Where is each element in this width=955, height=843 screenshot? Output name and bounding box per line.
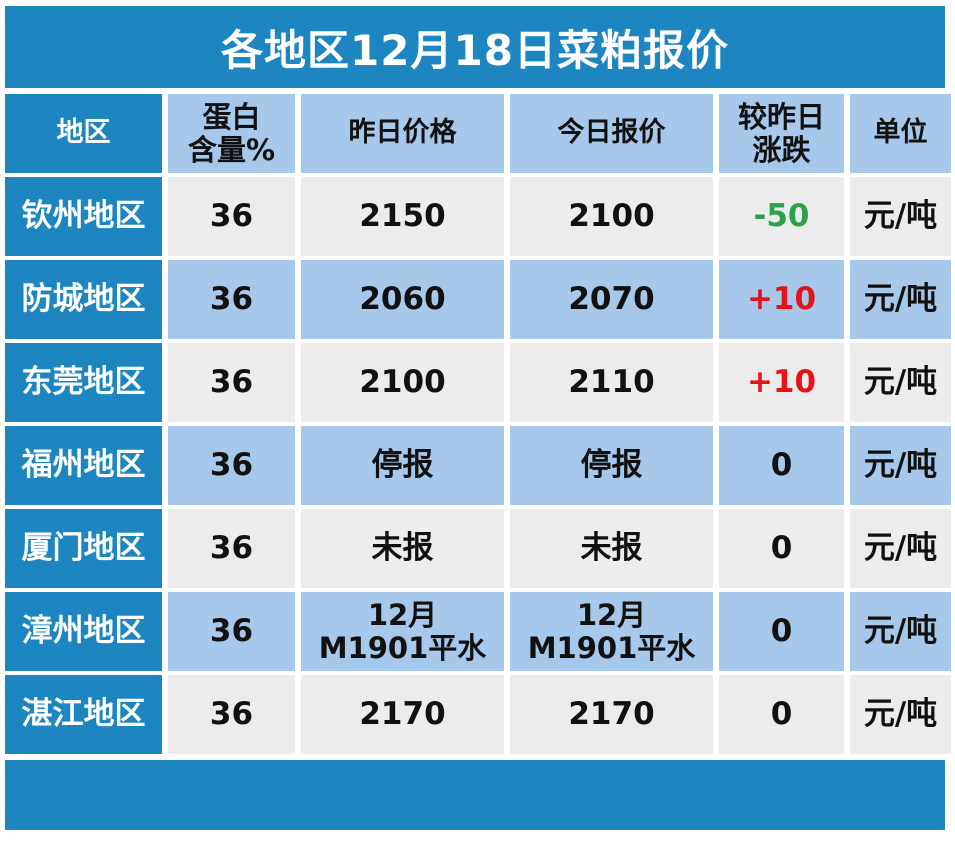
header-region: 地区 — [5, 94, 162, 173]
protein-cell: 36 — [168, 260, 295, 339]
today-price-cell: 2070 — [510, 260, 713, 339]
today-price-cell: 停报 — [510, 426, 713, 505]
header-change-line2: 涨跌 — [752, 132, 811, 167]
header-protein-line1: 蛋白 — [202, 100, 261, 135]
yesterday-price-line1: 12月 — [367, 598, 438, 633]
unit-cell: 元/吨 — [850, 177, 951, 256]
today-price-line2: M1901平水 — [527, 630, 696, 665]
today-price-cell: 2100 — [510, 177, 713, 256]
region-cell: 湛江地区 — [5, 675, 162, 754]
region-cell: 东莞地区 — [5, 343, 162, 422]
unit-cell: 元/吨 — [850, 675, 951, 754]
today-price-cell: 12月 M1901平水 — [510, 592, 713, 671]
region-cell: 漳州地区 — [5, 592, 162, 671]
price-table: 地区 蛋白 含量% 昨日价格 今日报价 较昨日 涨跌 单位 钦州地区 36 21… — [5, 94, 951, 754]
change-cell: +10 — [719, 343, 844, 422]
footer-bar — [5, 760, 945, 830]
region-cell: 厦门地区 — [5, 509, 162, 588]
header-protein: 蛋白 含量% — [168, 94, 295, 173]
header-change: 较昨日 涨跌 — [719, 94, 844, 173]
header-change-line1: 较昨日 — [737, 100, 825, 135]
yesterday-price-cell: 2060 — [301, 260, 504, 339]
page-title: 各地区12月18日菜粕报价 — [5, 6, 945, 88]
unit-cell: 元/吨 — [850, 343, 951, 422]
header-yesterday: 昨日价格 — [301, 94, 504, 173]
protein-cell: 36 — [168, 426, 295, 505]
yesterday-price-cell: 12月 M1901平水 — [301, 592, 504, 671]
today-price-cell: 2170 — [510, 675, 713, 754]
change-cell: 0 — [719, 509, 844, 588]
region-cell: 防城地区 — [5, 260, 162, 339]
yesterday-price-cell: 2150 — [301, 177, 504, 256]
change-cell: 0 — [719, 426, 844, 505]
unit-cell: 元/吨 — [850, 426, 951, 505]
protein-cell: 36 — [168, 177, 295, 256]
today-price-cell: 未报 — [510, 509, 713, 588]
protein-cell: 36 — [168, 675, 295, 754]
yesterday-price-cell: 停报 — [301, 426, 504, 505]
change-cell: -50 — [719, 177, 844, 256]
yesterday-price-cell: 2170 — [301, 675, 504, 754]
protein-cell: 36 — [168, 592, 295, 671]
yesterday-price-cell: 2100 — [301, 343, 504, 422]
price-table-container: 各地区12月18日菜粕报价 地区 蛋白 含量% 昨日价格 今日报价 较昨日 涨跌… — [5, 6, 951, 830]
unit-cell: 元/吨 — [850, 592, 951, 671]
change-cell: 0 — [719, 675, 844, 754]
protein-cell: 36 — [168, 509, 295, 588]
header-today: 今日报价 — [510, 94, 713, 173]
unit-cell: 元/吨 — [850, 260, 951, 339]
yesterday-price-cell: 未报 — [301, 509, 504, 588]
today-price-line1: 12月 — [576, 598, 647, 633]
unit-cell: 元/吨 — [850, 509, 951, 588]
region-cell: 钦州地区 — [5, 177, 162, 256]
change-cell: 0 — [719, 592, 844, 671]
change-cell: +10 — [719, 260, 844, 339]
header-unit: 单位 — [850, 94, 951, 173]
header-protein-line2: 含量% — [187, 132, 276, 167]
protein-cell: 36 — [168, 343, 295, 422]
yesterday-price-line2: M1901平水 — [318, 630, 487, 665]
today-price-cell: 2110 — [510, 343, 713, 422]
region-cell: 福州地区 — [5, 426, 162, 505]
